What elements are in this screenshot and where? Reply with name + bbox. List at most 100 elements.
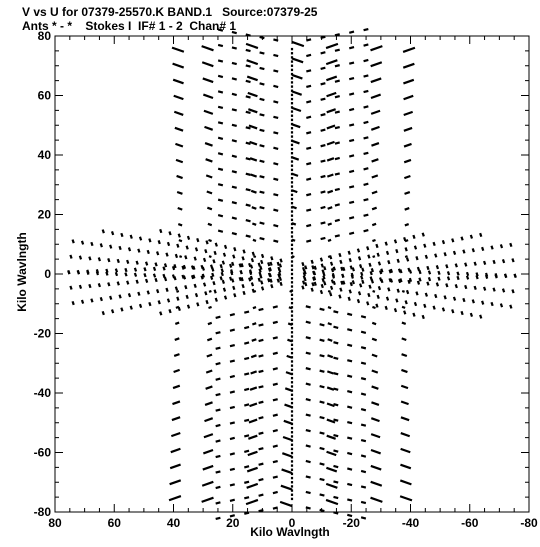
uv-track	[384, 241, 388, 246]
uv-track	[370, 433, 381, 439]
uv-track	[215, 392, 221, 397]
uv-track	[260, 280, 264, 285]
uv-track	[194, 247, 199, 252]
uv-track	[244, 434, 250, 438]
uv-track	[86, 269, 90, 274]
uv-track	[223, 244, 228, 250]
uv-track	[278, 271, 282, 277]
uv-track	[250, 370, 258, 375]
uv-track	[127, 292, 132, 298]
uv-track	[399, 495, 413, 502]
uv-track	[360, 516, 367, 520]
uv-track	[405, 257, 410, 262]
uv-track	[212, 259, 216, 264]
uv-track	[363, 27, 369, 32]
uv-track	[434, 253, 438, 258]
uv-track	[403, 158, 412, 164]
uv-track	[333, 511, 339, 515]
uv-track	[250, 282, 255, 287]
uv-track	[99, 243, 103, 248]
uv-track	[244, 418, 250, 423]
uv-track	[259, 159, 265, 163]
uv-track	[380, 268, 384, 273]
uv-track	[248, 269, 253, 274]
uv-track	[370, 61, 383, 68]
uv-track	[260, 286, 265, 291]
uv-track	[281, 468, 293, 475]
uv-track	[454, 284, 458, 289]
uv-track	[326, 450, 337, 457]
uv-track	[201, 480, 214, 487]
uv-track	[334, 187, 340, 192]
uv-track	[229, 498, 235, 502]
uv-track	[259, 236, 265, 241]
uv-track	[148, 301, 152, 307]
uv-track	[135, 279, 139, 284]
uv-track	[306, 223, 312, 228]
uv-track	[229, 313, 235, 317]
uv-track	[247, 434, 258, 440]
uv-track	[501, 259, 506, 264]
uv-track	[163, 263, 168, 268]
uv-track	[371, 321, 377, 326]
uv-track	[333, 418, 339, 422]
y-tick-label: -20	[34, 327, 52, 341]
uv-track	[395, 248, 399, 254]
uv-track	[174, 337, 180, 341]
uv-track	[229, 483, 235, 487]
uv-track	[97, 257, 101, 262]
uv-track	[397, 278, 402, 284]
uv-track	[244, 449, 250, 454]
uv-track	[202, 464, 214, 471]
uv-track	[231, 123, 237, 128]
uv-track	[291, 123, 301, 129]
uv-track	[303, 277, 307, 282]
uv-track	[232, 254, 236, 259]
uv-track	[310, 259, 314, 264]
uv-track	[421, 232, 425, 237]
uv-track	[101, 310, 105, 316]
uv-track	[206, 353, 213, 358]
uv-track	[404, 174, 411, 180]
uv-track	[240, 277, 244, 282]
uv-track	[427, 270, 432, 275]
uv-track	[178, 239, 183, 243]
uv-track	[404, 207, 410, 211]
uv-track	[245, 172, 251, 176]
y-tick-label: -60	[34, 446, 52, 460]
uv-track	[319, 493, 325, 497]
uv-track	[246, 482, 259, 489]
uv-track	[408, 277, 413, 283]
uv-track	[326, 402, 335, 408]
uv-track	[367, 292, 371, 298]
uv-track	[369, 271, 373, 276]
uv-track	[231, 278, 235, 283]
uv-track	[446, 271, 451, 276]
uv-track	[80, 299, 85, 304]
uv-track	[371, 369, 379, 374]
uv-track	[311, 265, 315, 270]
uv-track	[260, 259, 264, 265]
uv-track	[370, 480, 383, 487]
uv-track	[208, 305, 212, 310]
uv-track	[333, 495, 339, 500]
uv-track	[276, 278, 280, 283]
uv-track	[454, 263, 458, 268]
uv-track	[196, 302, 200, 307]
uv-track	[320, 190, 326, 194]
uv-track	[272, 336, 278, 340]
uv-track	[456, 271, 460, 276]
uv-track	[349, 265, 353, 270]
uv-track	[272, 429, 278, 433]
uv-track	[229, 276, 233, 281]
uv-track	[220, 268, 224, 273]
uv-track	[321, 277, 325, 283]
uv-track	[217, 198, 224, 202]
uv-track	[240, 263, 244, 268]
uv-track	[330, 268, 335, 273]
uv-track	[241, 283, 245, 289]
uv-track	[372, 255, 376, 259]
uv-track	[291, 139, 300, 145]
uv-track	[162, 266, 166, 271]
uv-track	[360, 377, 367, 381]
